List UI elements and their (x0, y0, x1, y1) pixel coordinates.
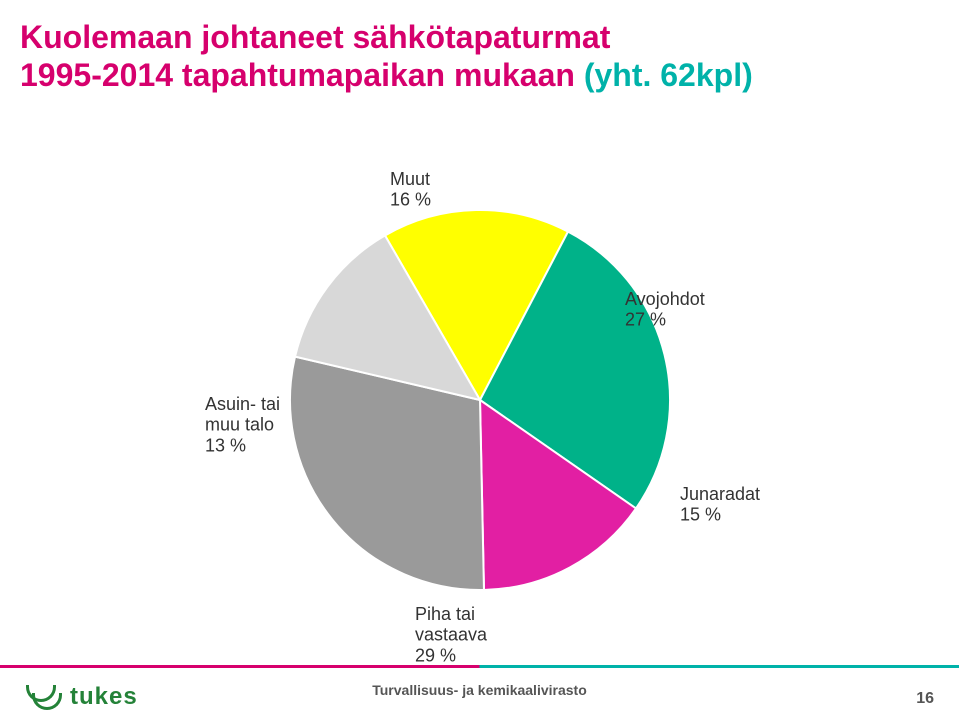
title-line2b: (yht. 62kpl) (584, 57, 753, 93)
pie-chart: Muut16 % Avojohdot27 % Junaradat15 % Piha t… (180, 150, 800, 690)
page-number: 16 (916, 690, 934, 708)
pie-label-muut: Muut16 % (390, 169, 431, 210)
footer-divider-bar (0, 665, 959, 668)
pie-label-piha-tai-vastaava: Piha taivastaava29 % (415, 604, 488, 665)
title-line2a: 1995-2014 tapahtumapaikan mukaan (20, 57, 575, 93)
title-line1: Kuolemaan johtaneet sähkötapaturmat (20, 18, 753, 56)
title-block: Kuolemaan johtaneet sähkötapaturmat 1995… (20, 18, 753, 95)
footer-center-text: Turvallisuus- ja kemikaalivirasto (0, 682, 959, 698)
pie-label-asuin-tai-muu-talo: Asuin- taimuu talo13 % (205, 394, 280, 455)
title-line2: 1995-2014 tapahtumapaikan mukaan (yht. 6… (20, 56, 753, 94)
pie-label-avojohdot: Avojohdot27 % (625, 289, 705, 330)
pie-label-junaradat: Junaradat15 % (680, 484, 760, 525)
